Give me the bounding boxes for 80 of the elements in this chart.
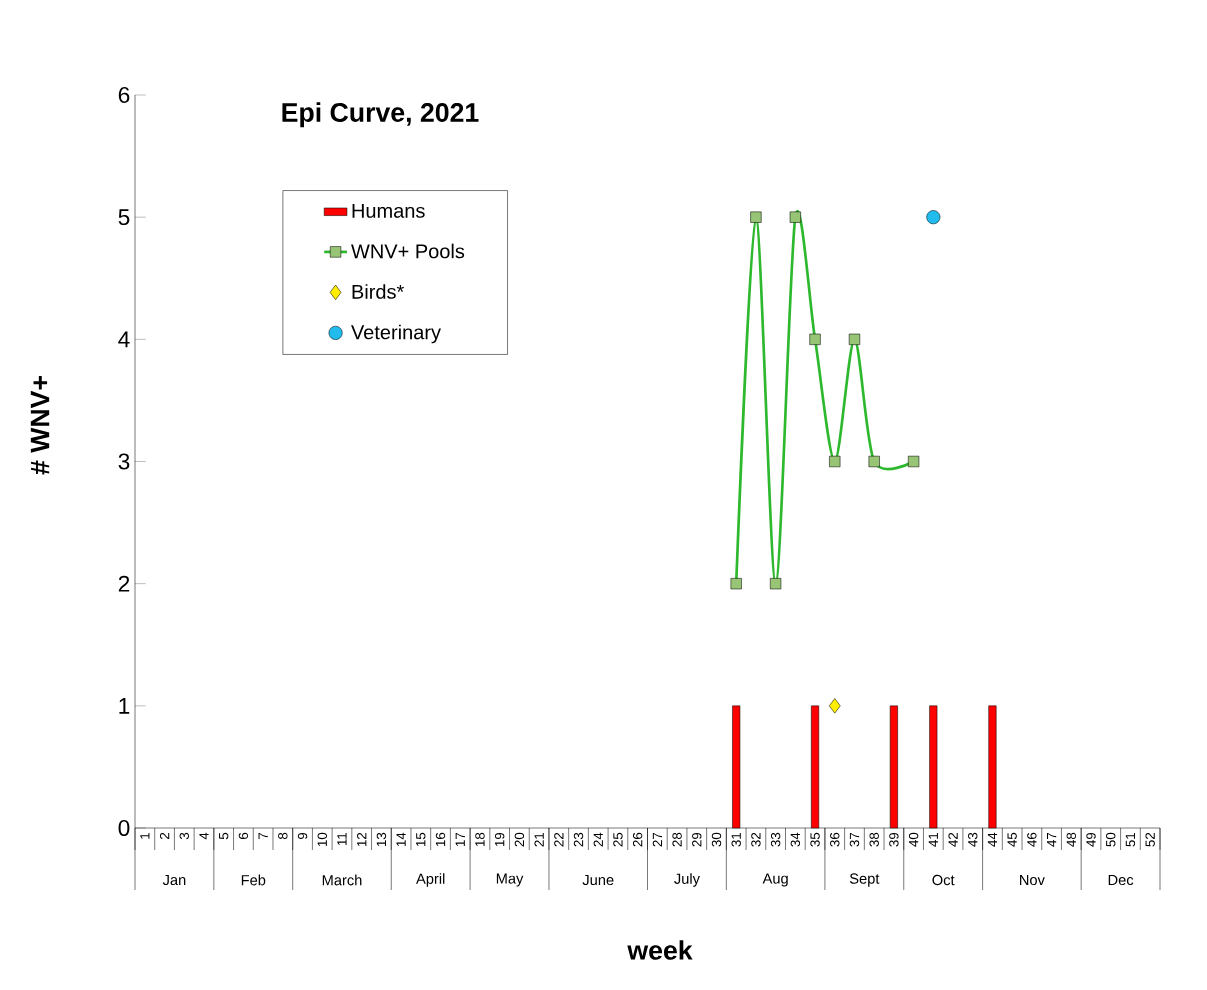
legend-label: WNV+ Pools <box>351 243 465 259</box>
x-tick-label: 50 <box>1106 832 1116 847</box>
x-tick-label: 37 <box>849 832 860 847</box>
x-tick-label: 22 <box>554 832 564 847</box>
x-tick-label: 27 <box>652 832 663 847</box>
x-tick-label: 16 <box>435 832 446 847</box>
x-tick-label: 38 <box>869 832 879 847</box>
x-tick-label: 34 <box>790 832 801 847</box>
legend-label: Birds* <box>352 284 404 299</box>
text: Dec <box>1108 874 1134 886</box>
x-tick-label: 5 <box>219 832 229 840</box>
text: Oct <box>932 874 955 886</box>
text: May <box>496 873 524 887</box>
x-tick-label: 42 <box>948 832 958 847</box>
text: July <box>674 873 700 887</box>
x-tick-label: 32 <box>751 832 761 847</box>
x-tick-label: 1 <box>140 832 150 839</box>
x-tick-label: 49 <box>1086 832 1096 847</box>
text: Sept <box>849 873 880 887</box>
x-tick-label: 9 <box>297 832 308 840</box>
point <box>926 210 941 225</box>
x-tick-label: 11 <box>337 832 347 846</box>
x-tick-label: 4 <box>199 832 209 840</box>
x-axis-title: week <box>627 940 693 960</box>
x-tick-label: 7 <box>258 832 268 839</box>
y-tick-label: 5 <box>118 209 130 226</box>
y-axis-title: # WNV+ <box>30 376 50 475</box>
x-tick-label: 35 <box>810 832 820 847</box>
text: Aug <box>762 873 788 887</box>
x-tick-label: 8 <box>278 832 288 840</box>
text: Jan <box>162 874 186 886</box>
x-tick-label: 33 <box>770 832 781 847</box>
x-tick-label: 25 <box>613 832 623 847</box>
chart-title: Epi Curve, 2021 <box>282 102 479 128</box>
x-tick-label: 36 <box>830 832 840 847</box>
x-tick-label: 47 <box>1047 832 1057 847</box>
x-tick-label: 18 <box>475 832 485 847</box>
text: Nov <box>1020 874 1045 886</box>
x-tick-label: 6 <box>238 832 249 840</box>
x-tick-label: 19 <box>494 832 505 847</box>
legend-label: Humans <box>352 203 425 218</box>
text: June <box>582 874 614 886</box>
x-tick-label: 15 <box>416 832 426 847</box>
point <box>829 698 841 714</box>
x-tick-label: 52 <box>1145 832 1155 847</box>
x-tick-label: 30 <box>711 832 722 847</box>
x-tick-label: 21 <box>534 832 544 847</box>
x-tick-label: 40 <box>908 832 919 847</box>
y-tick-label: 0 <box>118 819 130 837</box>
y-tick-label: 6 <box>118 86 130 104</box>
x-tick-label: 14 <box>396 832 406 847</box>
x-tick-label: 20 <box>514 832 525 847</box>
x-tick-label: 26 <box>632 832 643 847</box>
x-tick-label: 10 <box>317 832 327 847</box>
x-tick-label: 31 <box>731 832 741 847</box>
y-tick-label: 1 <box>119 698 130 714</box>
x-tick-label: 2 <box>159 832 170 840</box>
x-tick-label: 46 <box>1027 832 1037 847</box>
x-tick-label: 28 <box>672 832 682 847</box>
x-tick-label: 39 <box>889 832 899 847</box>
x-tick-label: 43 <box>968 832 978 847</box>
x-tick-label: 48 <box>1066 832 1077 847</box>
text: Feb <box>241 874 266 886</box>
text: March <box>322 874 362 886</box>
x-tick-label: 3 <box>179 832 189 840</box>
x-tick-label: 45 <box>1007 832 1017 847</box>
x-tick-label: 23 <box>573 832 584 847</box>
x-tick-label: 29 <box>692 832 702 847</box>
x-tick-label: 24 <box>593 832 603 847</box>
y-tick-label: 4 <box>118 331 130 348</box>
y-tick-label: 2 <box>118 575 130 592</box>
text: April <box>416 873 445 887</box>
x-tick-label: 51 <box>1125 832 1136 847</box>
x-tick-label: 12 <box>357 832 367 847</box>
x-tick-label: 13 <box>376 832 387 847</box>
x-tick-label: 17 <box>455 832 465 847</box>
x-tick-label: 44 <box>987 832 998 847</box>
legend-label: Veterinary <box>351 324 441 344</box>
y-tick-label: 3 <box>118 453 130 470</box>
x-tick-label: 41 <box>928 832 938 847</box>
